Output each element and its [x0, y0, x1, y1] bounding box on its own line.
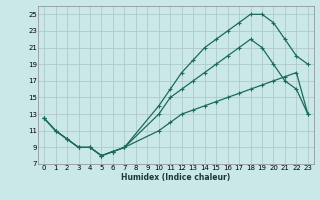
X-axis label: Humidex (Indice chaleur): Humidex (Indice chaleur) [121, 173, 231, 182]
